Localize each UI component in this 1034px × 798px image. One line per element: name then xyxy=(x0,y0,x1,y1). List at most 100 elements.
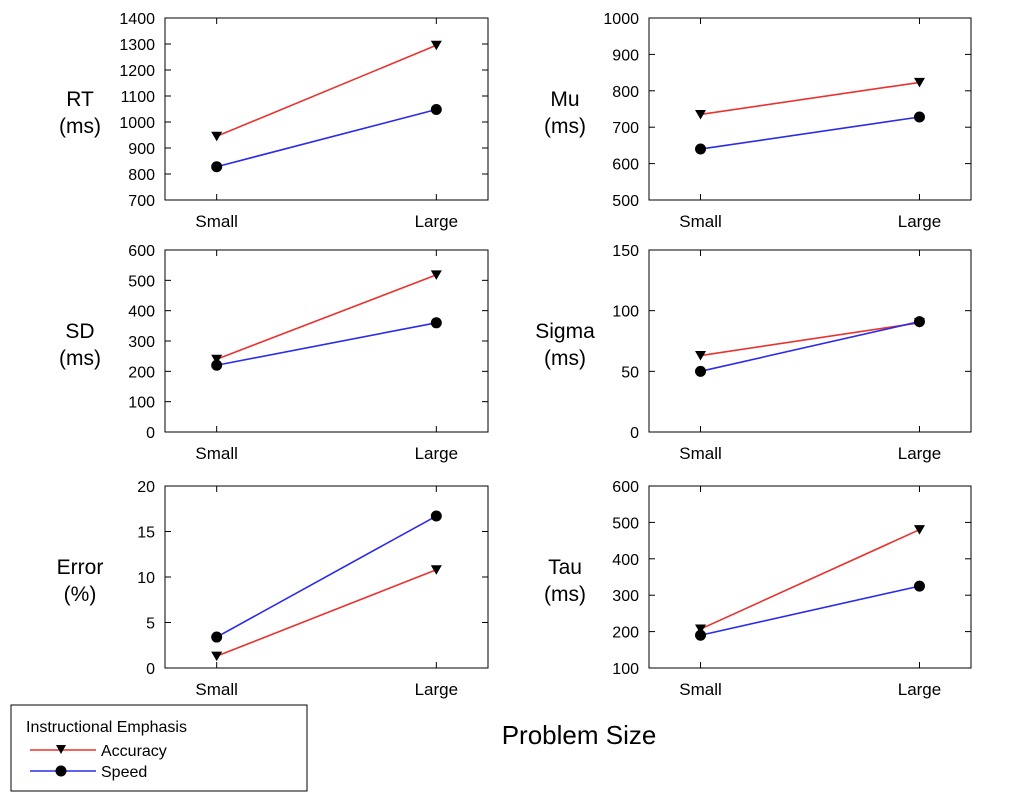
data-point-speed xyxy=(430,317,442,329)
plot-frame xyxy=(648,485,972,669)
y-tick-label: 1000 xyxy=(119,115,155,132)
y-axis-label: (ms) xyxy=(59,347,101,370)
data-point-accuracy xyxy=(211,354,223,365)
y-tick-label: 500 xyxy=(612,193,639,210)
series-line-accuracy xyxy=(700,81,920,116)
y-tick-label: 150 xyxy=(612,243,639,260)
x-tick-label: Small xyxy=(195,680,238,699)
legend-label-accuracy: Accuracy xyxy=(101,743,167,760)
data-point-accuracy xyxy=(430,270,442,280)
panel-mu: 500 600 700 800 900 1000 Small Large Mu (ms) xyxy=(544,11,972,231)
series-line-speed xyxy=(216,322,437,367)
y-axis-label: (ms) xyxy=(544,115,586,138)
y-tick-label: 100 xyxy=(612,661,639,678)
y-tick-label: 300 xyxy=(612,588,639,605)
y-tick-label: 1100 xyxy=(121,89,156,106)
data-point-speed xyxy=(430,510,442,522)
x-tick-label: Small xyxy=(195,444,238,463)
x-tick-label: Small xyxy=(679,212,722,231)
y-tick-label: 900 xyxy=(128,141,155,158)
y-tick-label: 0 xyxy=(146,661,155,678)
y-tick-label: 50 xyxy=(621,364,639,381)
data-point-speed xyxy=(695,143,707,155)
y-tick-label: 100 xyxy=(128,395,155,412)
y-tick-label: 0 xyxy=(630,425,639,442)
y-axis-label: (ms) xyxy=(59,115,101,138)
y-tick-label: 600 xyxy=(612,157,639,174)
series-line-speed xyxy=(216,515,437,638)
y-tick-label: 100 xyxy=(612,304,639,321)
panel-sigma: 0 50 100 150 Small Large Sigma (ms) xyxy=(535,243,972,463)
y-axis-label: RT xyxy=(66,88,94,111)
y-tick-label: 20 xyxy=(137,479,155,496)
plot-frame xyxy=(648,17,972,201)
legend-label-speed: Speed xyxy=(101,764,147,781)
data-point-accuracy xyxy=(430,40,442,51)
data-point-speed xyxy=(430,104,442,116)
legend-marker-speed xyxy=(55,765,67,777)
x-tick-label: Large xyxy=(415,212,458,231)
data-point-speed xyxy=(913,111,925,123)
x-tick-label: Small xyxy=(679,444,722,463)
y-axis-label: SD xyxy=(65,320,94,343)
panel-error: 0 5 10 15 20 Small Large Error (%) xyxy=(57,479,489,699)
y-tick-label: 800 xyxy=(128,167,155,184)
series-line-speed xyxy=(700,320,920,373)
y-tick-label: 700 xyxy=(128,193,155,210)
y-tick-label: 300 xyxy=(128,334,155,351)
data-point-speed xyxy=(211,359,223,371)
y-axis-label: (ms) xyxy=(544,583,586,606)
x-tick-label: Small xyxy=(679,680,722,699)
x-tick-label: Small xyxy=(195,212,238,231)
plot-frame xyxy=(648,249,972,433)
y-tick-label: 400 xyxy=(612,552,639,569)
x-tick-label: Large xyxy=(898,444,941,463)
y-tick-label: 600 xyxy=(128,243,155,260)
legend-marker-accuracy xyxy=(56,745,66,754)
y-tick-label: 600 xyxy=(612,479,639,496)
y-tick-label: 200 xyxy=(128,364,155,381)
y-tick-label: 15 xyxy=(137,525,155,542)
panel-rt: 700 800 900 1000 1100 1200 1300 1400 Small Large R… xyxy=(59,11,489,231)
y-tick-label: 500 xyxy=(128,273,155,290)
series-line-accuracy xyxy=(700,528,920,630)
y-tick-label: 900 xyxy=(612,47,639,64)
y-axis-label: Sigma xyxy=(535,320,595,343)
data-point-speed xyxy=(913,580,925,592)
y-axis-label: Mu xyxy=(550,88,579,111)
y-tick-label: 800 xyxy=(612,84,639,101)
series-line-accuracy xyxy=(216,274,437,360)
panel-tau: 100 200 300 400 500 600 Small Large Tau (ms) xyxy=(544,479,972,699)
y-tick-label: 1400 xyxy=(119,11,155,28)
y-axis-label: Error xyxy=(57,556,104,579)
series-line-speed xyxy=(216,108,437,168)
y-tick-label: 0 xyxy=(146,425,155,442)
data-point-accuracy xyxy=(695,624,707,635)
plot-frame xyxy=(164,249,489,433)
y-axis-label: (%) xyxy=(64,583,97,606)
y-tick-label: 400 xyxy=(128,304,155,321)
series-line-accuracy xyxy=(216,568,437,657)
x-tick-label: Large xyxy=(415,444,458,463)
data-point-accuracy xyxy=(211,131,223,142)
x-axis-title: Problem Size xyxy=(502,720,657,750)
y-axis-label: Tau xyxy=(548,556,582,579)
x-tick-label: Large xyxy=(898,212,941,231)
data-point-speed xyxy=(695,365,707,377)
data-point-accuracy xyxy=(913,525,925,535)
x-tick-label: Large xyxy=(415,680,458,699)
data-point-speed xyxy=(211,631,223,643)
series-line-accuracy xyxy=(700,322,920,357)
y-tick-label: 1000 xyxy=(603,11,639,28)
y-tick-label: 700 xyxy=(612,120,639,137)
data-point-speed xyxy=(913,316,925,328)
panel-sd: 0 100 200 300 400 500 600 Small Large SD (ms) xyxy=(59,243,489,463)
data-point-accuracy xyxy=(211,651,223,662)
data-point-accuracy xyxy=(430,565,442,575)
legend-title: Instructional Emphasis xyxy=(26,719,187,736)
y-tick-label: 1300 xyxy=(119,37,155,54)
x-tick-label: Large xyxy=(898,680,941,699)
data-point-accuracy xyxy=(695,351,707,361)
plot-frame xyxy=(164,17,489,201)
